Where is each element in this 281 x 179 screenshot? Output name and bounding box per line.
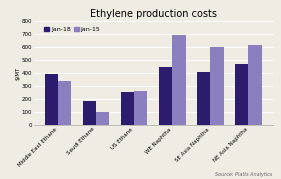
Bar (96, 112, 109, 125)
Title: Ethylene production costs: Ethylene production costs (90, 9, 217, 19)
Bar (172, 35, 185, 125)
Y-axis label: $/MT: $/MT (15, 67, 21, 80)
Bar (248, 45, 262, 125)
Bar (235, 64, 248, 125)
Bar (210, 47, 224, 125)
Bar (159, 67, 172, 125)
Text: Source: Platts Analytics: Source: Platts Analytics (215, 172, 273, 177)
Bar (197, 72, 210, 125)
Legend: Jan-18, Jan-15: Jan-18, Jan-15 (42, 25, 103, 35)
Bar (83, 101, 96, 125)
Bar (58, 81, 71, 125)
Bar (45, 74, 58, 125)
Bar (121, 92, 134, 125)
Bar (134, 91, 148, 125)
